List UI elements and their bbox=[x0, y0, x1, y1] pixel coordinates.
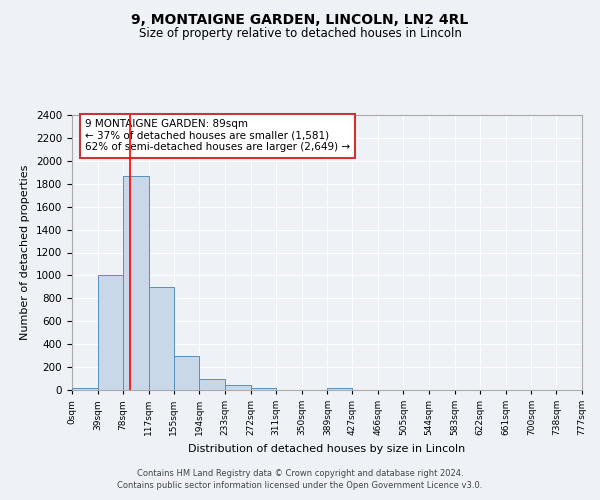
Text: 9, MONTAIGNE GARDEN, LINCOLN, LN2 4RL: 9, MONTAIGNE GARDEN, LINCOLN, LN2 4RL bbox=[131, 12, 469, 26]
Bar bbox=[98, 276, 123, 390]
Text: Size of property relative to detached houses in Lincoln: Size of property relative to detached ho… bbox=[139, 28, 461, 40]
Text: Contains HM Land Registry data © Crown copyright and database right 2024.
Contai: Contains HM Land Registry data © Crown c… bbox=[118, 468, 482, 490]
Bar bbox=[199, 378, 225, 390]
Text: 9 MONTAIGNE GARDEN: 89sqm
← 37% of detached houses are smaller (1,581)
62% of se: 9 MONTAIGNE GARDEN: 89sqm ← 37% of detac… bbox=[85, 119, 350, 152]
Bar bbox=[225, 385, 251, 390]
Bar bbox=[149, 287, 174, 390]
Bar bbox=[123, 176, 149, 390]
Bar bbox=[174, 356, 199, 390]
Bar bbox=[328, 388, 352, 390]
Y-axis label: Number of detached properties: Number of detached properties bbox=[20, 165, 31, 340]
X-axis label: Distribution of detached houses by size in Lincoln: Distribution of detached houses by size … bbox=[188, 444, 466, 454]
Bar bbox=[72, 388, 98, 390]
Bar bbox=[251, 388, 276, 390]
